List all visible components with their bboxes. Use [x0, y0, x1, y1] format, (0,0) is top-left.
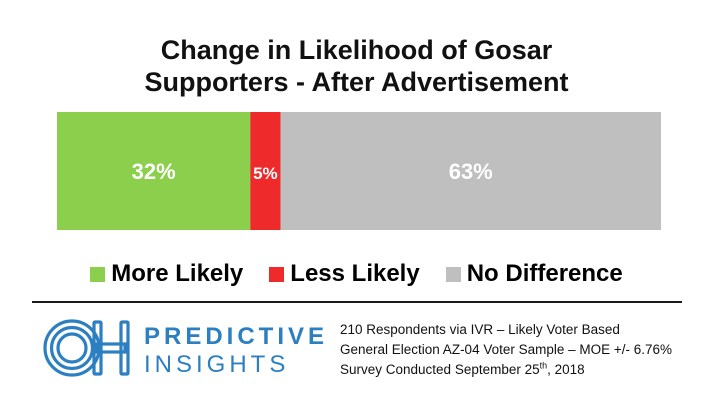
- chart-legend: More Likely Less Likely No Difference: [0, 259, 713, 289]
- predictive-insights-logo: PREDICTIVE INSIGHTS: [42, 317, 324, 381]
- survey-date-suffix: , 2018: [547, 362, 585, 377]
- chart-title: Change in Likelihood of Gosar Supporters…: [0, 34, 713, 98]
- brand-name-top: PREDICTIVE: [144, 323, 329, 350]
- legend-item-no-difference: No Difference: [445, 260, 623, 288]
- legend-label: Less Likely: [290, 260, 420, 287]
- data-label-no-difference: 63%: [449, 159, 493, 184]
- bar-segment-less-likely: [250, 112, 281, 230]
- legend-item-less-likely: Less Likely: [269, 260, 420, 288]
- legend-label: No Difference: [466, 260, 623, 287]
- survey-note-sample: General Election AZ-04 Voter Sample – MO…: [340, 342, 673, 357]
- survey-date-ordinal: th: [539, 360, 548, 371]
- chart-title-line-1: Change in Likelihood of Gosar: [160, 35, 553, 65]
- survey-notes: 210 Respondents via IVR – Likely Voter B…: [340, 320, 700, 380]
- bar-segment-more-likely: [57, 112, 251, 230]
- legend-item-more-likely: More Likely: [90, 260, 243, 288]
- bar-segment-no-difference: [280, 112, 661, 230]
- legend-swatch: [269, 266, 285, 282]
- survey-date-prefix: Survey Conducted September 25: [340, 362, 540, 377]
- brand-name-bottom: INSIGHTS: [144, 351, 290, 378]
- data-label-less-likely: 5%: [253, 164, 278, 183]
- legend-swatch: [90, 266, 106, 282]
- chart-title-line-2: Supporters - After Advertisement: [144, 67, 569, 97]
- legend-swatch: [445, 266, 461, 282]
- survey-note-respondents: 210 Respondents via IVR – Likely Voter B…: [340, 322, 620, 337]
- footer-divider: [32, 301, 682, 303]
- data-label-more-likely: 32%: [132, 159, 176, 184]
- legend-label: More Likely: [111, 260, 244, 287]
- oh-logo-mark-icon: [43, 319, 130, 377]
- survey-note-date: Survey Conducted September 25th, 2018: [340, 360, 700, 380]
